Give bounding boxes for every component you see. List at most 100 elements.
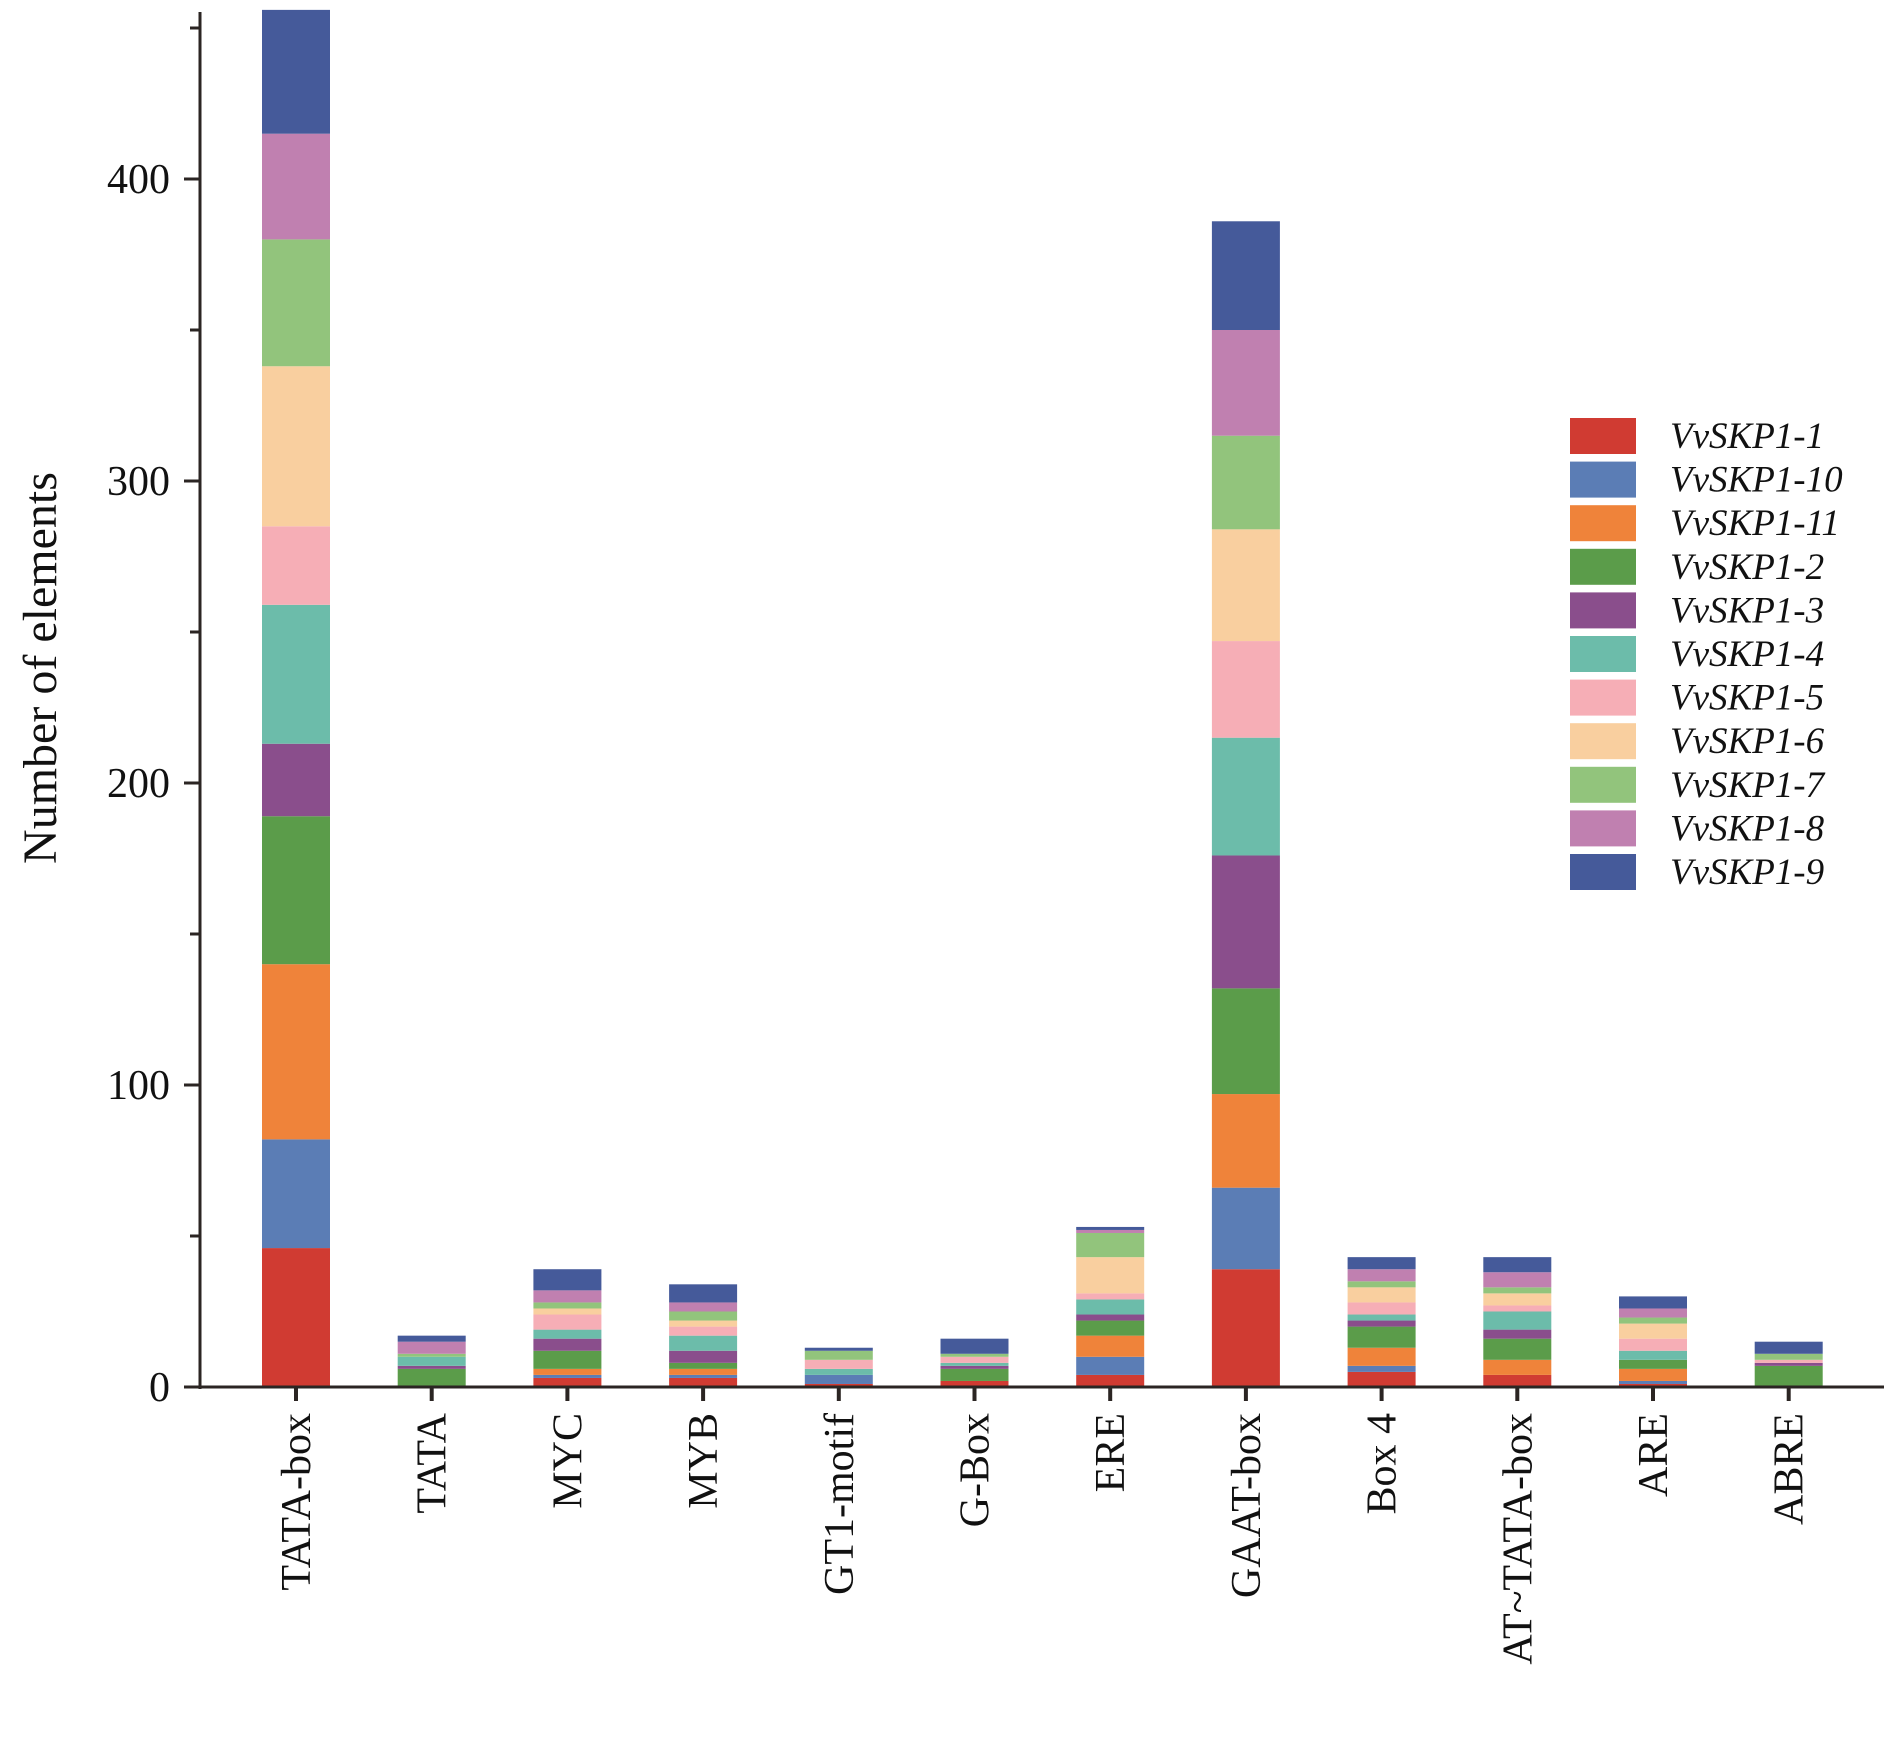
bar-segment-vvskp1-1-tata-box	[262, 1248, 330, 1387]
x-tick-label: AT~TATA-box	[1495, 1413, 1541, 1665]
bar-segment-vvskp1-8-at-tata-box	[1483, 1272, 1552, 1288]
bar-segment-vvskp1-4-tata	[397, 1356, 466, 1366]
x-tick-label: TATA-box	[274, 1413, 320, 1591]
bar-segment-vvskp1-3-tata	[397, 1365, 466, 1369]
legend-label: VvSKP1-4	[1670, 634, 1824, 675]
bar-segment-vvskp1-10-myc	[533, 1374, 602, 1378]
bar-segment-vvskp1-5-myb	[669, 1326, 738, 1336]
bar-segment-vvskp1-7-at-tata-box	[1483, 1287, 1552, 1294]
bar-segment-vvskp1-7-g-box	[940, 1353, 1009, 1357]
legend-label: VvSKP1-7	[1670, 765, 1826, 806]
bar-segment-vvskp1-3-tata-box	[262, 743, 330, 817]
bar-segment-vvskp1-9-g-box	[940, 1338, 1009, 1354]
bar-segment-vvskp1-6-box-4	[1347, 1287, 1416, 1303]
bar-segment-vvskp1-3-ere	[1076, 1314, 1145, 1321]
legend-swatch-vvskp1-5	[1570, 679, 1636, 716]
legend-swatch-vvskp1-10	[1570, 461, 1636, 498]
legend-label: VvSKP1-10	[1670, 460, 1843, 501]
legend-label: VvSKP1-2	[1670, 547, 1824, 588]
legend-label: VvSKP1-1	[1670, 416, 1824, 457]
x-tick-label: Box 4	[1360, 1413, 1406, 1515]
bar-segment-vvskp1-7-box-4	[1347, 1281, 1416, 1288]
legend-label: VvSKP1-8	[1670, 808, 1825, 849]
bar-segment-vvskp1-2-tata	[397, 1368, 466, 1387]
bar-segment-vvskp1-6-at-tata-box	[1483, 1293, 1552, 1306]
bar-segment-vvskp1-10-ere	[1076, 1356, 1145, 1375]
x-tick-label: MYB	[681, 1413, 727, 1509]
legend-swatch-vvskp1-4	[1570, 636, 1636, 672]
bar-segment-vvskp1-3-myc	[533, 1338, 602, 1351]
legend-label: VvSKP1-6	[1670, 721, 1825, 762]
bar-segment-vvskp1-8-tata-box	[262, 133, 330, 240]
bar-segment-vvskp1-11-are	[1619, 1368, 1687, 1381]
bar-segment-vvskp1-5-abre	[1754, 1359, 1823, 1363]
bar-segment-vvskp1-10-are	[1619, 1380, 1687, 1384]
bar-segment-vvskp1-8-tata	[397, 1341, 466, 1354]
bar-segment-vvskp1-8-myb	[669, 1302, 738, 1312]
y-tick-label: 400	[107, 157, 170, 203]
bar-segment-vvskp1-2-abre	[1754, 1365, 1823, 1387]
bar-segment-vvskp1-5-gt1-motif	[804, 1359, 873, 1369]
bar-segment-vvskp1-3-g-box	[940, 1365, 1009, 1369]
bar-segment-vvskp1-1-at-tata-box	[1483, 1374, 1552, 1387]
legend-swatch-vvskp1-7	[1570, 766, 1636, 803]
bar-segment-vvskp1-7-abre	[1754, 1353, 1823, 1360]
y-axis-title: Number of elements	[14, 472, 67, 864]
bar-segment-vvskp1-9-ere	[1076, 1226, 1145, 1230]
bar-segment-vvskp1-9-myc	[533, 1269, 602, 1291]
legend-label: VvSKP1-11	[1670, 503, 1840, 544]
bar-segment-vvskp1-6-myb	[669, 1320, 738, 1327]
bar-segment-vvskp1-4-g-box	[940, 1362, 1009, 1366]
bar-segment-vvskp1-2-myb	[669, 1362, 738, 1369]
bar-segment-vvskp1-2-myc	[533, 1350, 602, 1369]
bar-segment-vvskp1-2-gaat-box	[1211, 988, 1280, 1095]
bar-segment-vvskp1-10-gt1-motif	[804, 1374, 873, 1384]
bar-segment-vvskp1-9-are	[1619, 1296, 1687, 1309]
bar-segment-vvskp1-9-tata	[397, 1335, 466, 1342]
bar-segment-vvskp1-3-gaat-box	[1211, 855, 1280, 989]
bar-segment-vvskp1-10-tata-box	[262, 1139, 330, 1249]
bar-segment-vvskp1-5-at-tata-box	[1483, 1305, 1552, 1312]
bar-segment-vvskp1-6-gaat-box	[1211, 529, 1280, 642]
bar-segment-vvskp1-9-at-tata-box	[1483, 1257, 1552, 1273]
bar-segment-vvskp1-6-ere	[1076, 1257, 1145, 1294]
legend-swatch-vvskp1-11	[1570, 505, 1636, 542]
bar-segment-vvskp1-6-myc	[533, 1308, 602, 1315]
x-tick-label: GT1-motif	[817, 1413, 863, 1595]
x-tick-label: ARE	[1631, 1413, 1677, 1497]
bar-segment-vvskp1-1-gt1-motif	[804, 1383, 873, 1387]
x-tick-label: GAAT-box	[1224, 1413, 1270, 1598]
bar-segment-vvskp1-2-at-tata-box	[1483, 1338, 1552, 1360]
bar-segment-vvskp1-11-gaat-box	[1211, 1094, 1280, 1188]
x-tick-label: MYC	[545, 1413, 591, 1509]
bar-segment-vvskp1-6-tata-box	[262, 366, 330, 527]
bar-segment-vvskp1-5-box-4	[1347, 1302, 1416, 1315]
bar-segment-vvskp1-2-are	[1619, 1359, 1687, 1369]
bar-segment-vvskp1-11-ere	[1076, 1335, 1145, 1357]
bar-segment-vvskp1-5-are	[1619, 1338, 1687, 1351]
y-tick-label: 100	[107, 1063, 170, 1109]
legend-swatch-vvskp1-2	[1570, 548, 1636, 585]
bar-segment-vvskp1-11-myb	[669, 1368, 738, 1375]
bar-segment-vvskp1-1-box-4	[1347, 1371, 1416, 1387]
bar-segment-vvskp1-4-myc	[533, 1329, 602, 1339]
bar-segment-vvskp1-3-abre	[1754, 1362, 1823, 1366]
bar-segment-vvskp1-10-box-4	[1347, 1365, 1416, 1372]
bar-segment-vvskp1-9-gt1-motif	[804, 1347, 873, 1351]
bar-segment-vvskp1-2-tata-box	[262, 816, 330, 965]
bar-segment-vvskp1-7-gaat-box	[1211, 435, 1280, 530]
bar-segment-vvskp1-3-myb	[669, 1350, 738, 1363]
bar-segment-vvskp1-5-gaat-box	[1211, 641, 1280, 738]
bar-segment-vvskp1-4-ere	[1076, 1299, 1145, 1315]
bar-segment-vvskp1-2-box-4	[1347, 1326, 1416, 1348]
bar-segment-vvskp1-7-are	[1619, 1317, 1687, 1324]
bar-segment-vvskp1-4-are	[1619, 1350, 1687, 1360]
legend-swatch-vvskp1-9	[1570, 854, 1636, 890]
bar-segment-vvskp1-4-tata-box	[262, 604, 330, 744]
y-tick-label: 0	[149, 1365, 170, 1411]
bar-segment-vvskp1-7-myc	[533, 1302, 602, 1309]
bar-segment-vvskp1-4-at-tata-box	[1483, 1311, 1552, 1330]
bar-segment-vvskp1-4-box-4	[1347, 1314, 1416, 1321]
